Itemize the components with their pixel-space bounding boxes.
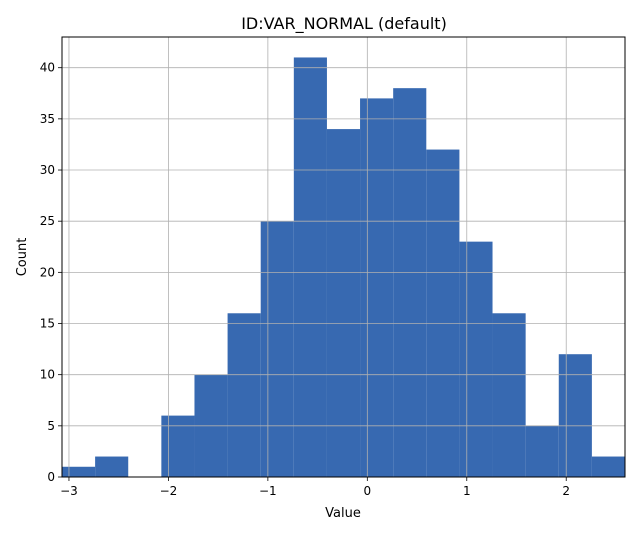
x-axis-ticks: −3 −2 −1 0 1 2 — [60, 477, 570, 498]
x-tick-label: −3 — [60, 484, 78, 498]
histogram-bar — [591, 456, 625, 477]
y-tick-label: 40 — [40, 61, 55, 75]
plot-frame — [61, 36, 626, 478]
histogram-bar — [326, 129, 361, 477]
histogram-bar — [393, 88, 427, 478]
histogram-bar — [360, 98, 394, 477]
x-tick-label: 2 — [562, 484, 570, 498]
y-tick-label: 15 — [40, 317, 55, 331]
histogram-bar — [525, 425, 559, 477]
bars — [62, 57, 625, 478]
y-tick-label: 30 — [40, 163, 55, 177]
histogram-bar — [260, 221, 294, 477]
histogram-bar — [95, 456, 129, 477]
x-tick-label: −2 — [160, 484, 178, 498]
y-tick-label: 20 — [40, 265, 55, 279]
x-tick-label: 1 — [463, 484, 471, 498]
y-tick-label: 0 — [47, 470, 55, 484]
y-axis-label: Count — [15, 238, 30, 277]
y-tick-label: 5 — [47, 419, 55, 433]
x-tick-label: 0 — [363, 484, 371, 498]
histogram-bar — [492, 313, 526, 477]
histogram-bar — [293, 57, 327, 477]
histogram-bar — [161, 415, 195, 477]
histogram-bar — [426, 149, 460, 477]
y-axis-ticks: 0 5 10 15 20 25 30 35 40 — [40, 61, 62, 484]
y-tick-label: 35 — [40, 112, 55, 126]
y-tick-label: 10 — [40, 368, 55, 382]
x-tick-label: −1 — [259, 484, 277, 498]
histogram-bar — [62, 466, 96, 477]
chart-title: ID:VAR_NORMAL (default) — [241, 14, 447, 34]
y-tick-label: 25 — [40, 214, 55, 228]
histogram-bar — [558, 354, 592, 477]
grid-lines — [62, 37, 625, 478]
histogram-bar — [459, 241, 493, 477]
histogram-bar — [227, 313, 261, 477]
x-axis-label: Value — [325, 506, 361, 521]
